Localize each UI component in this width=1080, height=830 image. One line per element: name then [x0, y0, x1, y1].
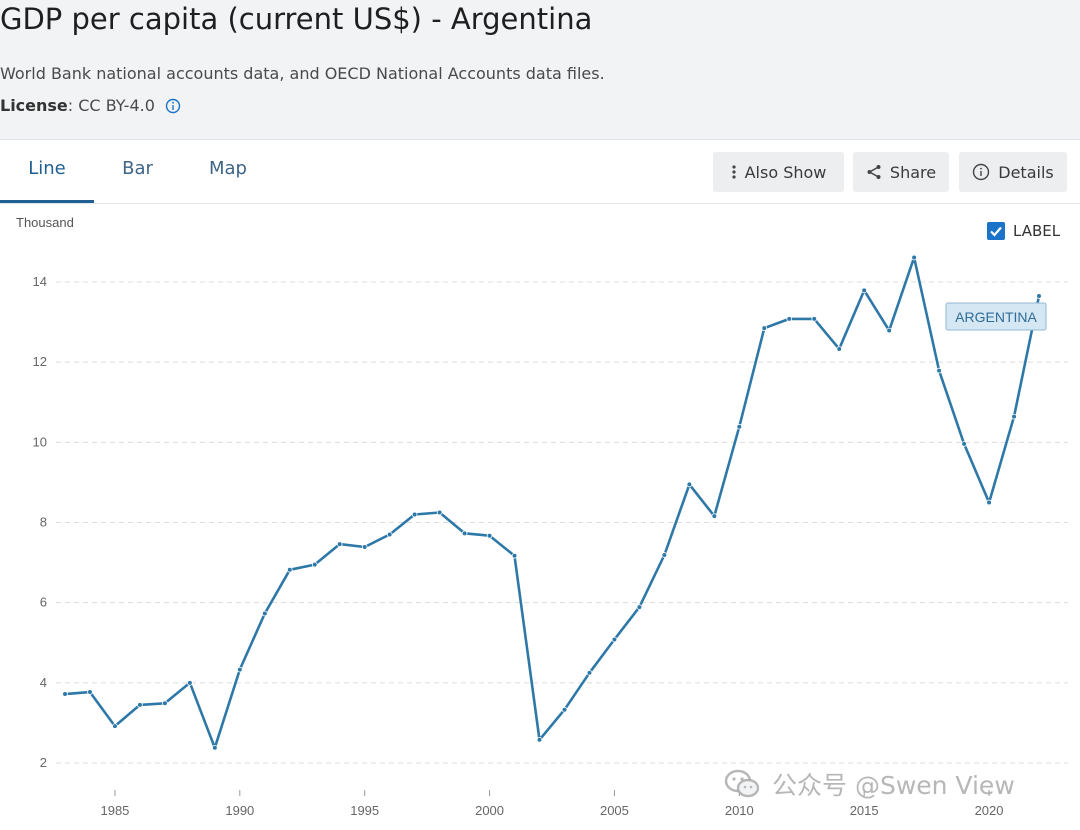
- details-button[interactable]: Details: [959, 152, 1067, 192]
- data-point[interactable]: [886, 327, 892, 334]
- chart-card: Line Bar Map Also Show Share Details: [0, 139, 1080, 830]
- data-point[interactable]: [311, 561, 318, 568]
- data-point[interactable]: [836, 346, 843, 352]
- tab-bar[interactable]: Bar: [122, 158, 153, 179]
- y-tick-label: 14: [33, 274, 47, 289]
- tab-line[interactable]: Line: [0, 140, 94, 203]
- info-circle-icon: [973, 163, 990, 181]
- y-tick-label: 4: [40, 675, 47, 690]
- x-tick-label: 2015: [850, 803, 879, 818]
- y-tick-label: 2: [40, 755, 47, 770]
- y-tick-label: 12: [33, 354, 47, 369]
- data-point[interactable]: [486, 532, 493, 539]
- data-point[interactable]: [87, 689, 93, 695]
- data-point[interactable]: [361, 544, 368, 550]
- data-point[interactable]: [686, 481, 693, 488]
- data-source-text: World Bank national accounts data, and O…: [0, 64, 605, 83]
- series-label-text: ARGENTINA: [955, 309, 1037, 325]
- data-point[interactable]: [62, 691, 68, 697]
- wechat-icon: [724, 769, 760, 798]
- share-label: Share: [889, 162, 937, 182]
- data-point[interactable]: [636, 604, 643, 610]
- check-icon: [990, 226, 1002, 237]
- info-icon[interactable]: [165, 98, 181, 114]
- data-point[interactable]: [336, 541, 343, 547]
- series-label-argentina: ARGENTINA: [945, 302, 1047, 331]
- x-tick-label: 1995: [350, 803, 379, 818]
- license-value: : CC BY-4.0: [67, 96, 155, 115]
- tab-map[interactable]: Map: [209, 158, 247, 179]
- x-tick-label: 2000: [475, 803, 504, 818]
- data-point[interactable]: [436, 509, 443, 516]
- data-point[interactable]: [1036, 293, 1042, 299]
- data-point[interactable]: [986, 499, 992, 506]
- vertical-dots-icon: [732, 165, 736, 179]
- data-point[interactable]: [611, 636, 618, 643]
- data-point[interactable]: [162, 700, 168, 707]
- data-point[interactable]: [187, 680, 193, 686]
- x-tick-label: 2010: [725, 803, 754, 818]
- data-point[interactable]: [661, 552, 668, 558]
- x-tick-label: 2005: [600, 803, 629, 818]
- data-point[interactable]: [286, 566, 293, 573]
- data-point[interactable]: [212, 744, 218, 751]
- data-point[interactable]: [411, 511, 418, 518]
- data-point[interactable]: [786, 316, 793, 322]
- x-tick-label: 1985: [100, 803, 129, 818]
- data-point[interactable]: [911, 254, 917, 261]
- data-point[interactable]: [936, 367, 942, 374]
- y-tick-label: 10: [33, 434, 47, 449]
- y-tick-label: 6: [40, 595, 47, 610]
- x-tick-label: 2020: [975, 803, 1004, 818]
- data-point[interactable]: [811, 316, 818, 322]
- data-point[interactable]: [561, 706, 568, 713]
- share-button[interactable]: Share: [853, 152, 949, 192]
- data-point[interactable]: [461, 530, 468, 537]
- page-title: GDP per capita (current US$) - Argentina: [0, 2, 593, 36]
- data-point[interactable]: [536, 736, 543, 743]
- license-line: License : CC BY-4.0: [0, 96, 181, 115]
- also-show-label: Also Show: [744, 162, 827, 182]
- label-toggle[interactable]: LABEL: [987, 222, 1060, 240]
- share-icon: [867, 165, 881, 179]
- x-tick-label: 1990: [225, 803, 254, 818]
- license-label: License: [0, 96, 68, 115]
- series-line-argentina: [64, 256, 1041, 750]
- data-point[interactable]: [511, 552, 518, 559]
- data-point[interactable]: [961, 441, 967, 447]
- data-point[interactable]: [237, 666, 243, 673]
- y-axis-unit-label: Thousand: [16, 215, 74, 230]
- watermark: 公众号 @Swen View: [724, 766, 1015, 802]
- view-tabs: Line Bar Map: [0, 140, 1080, 204]
- data-point[interactable]: [711, 513, 718, 519]
- data-point[interactable]: [736, 423, 743, 430]
- label-toggle-text: LABEL: [1013, 222, 1061, 240]
- data-point[interactable]: [261, 610, 268, 617]
- data-point[interactable]: [761, 325, 768, 331]
- details-label: Details: [998, 162, 1054, 182]
- also-show-button[interactable]: Also Show: [713, 152, 844, 192]
- data-point[interactable]: [386, 531, 393, 538]
- data-point[interactable]: [861, 287, 867, 294]
- data-point[interactable]: [112, 723, 118, 729]
- watermark-text: 公众号 @Swen View: [772, 771, 1015, 800]
- data-point[interactable]: [137, 702, 143, 708]
- y-tick-label: 8: [40, 515, 47, 530]
- data-point[interactable]: [586, 670, 593, 676]
- data-point[interactable]: [1011, 413, 1017, 420]
- label-checkbox[interactable]: [987, 222, 1005, 240]
